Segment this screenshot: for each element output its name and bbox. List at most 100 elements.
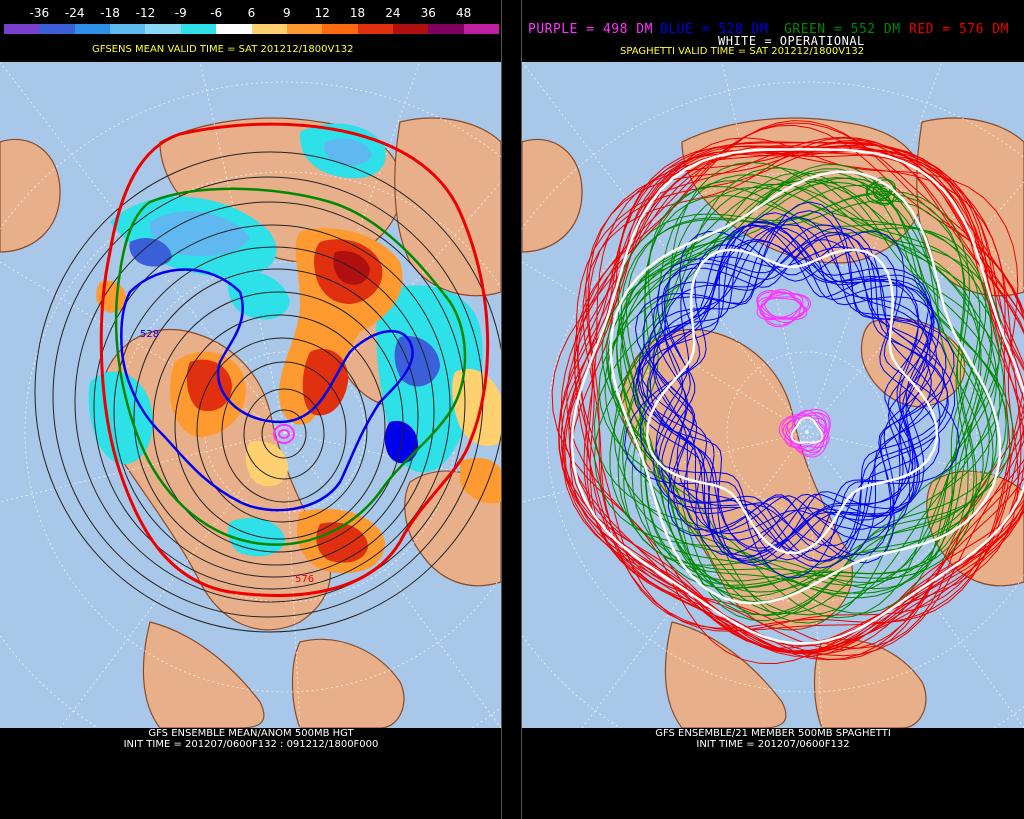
mean-footer-init-time: INIT TIME = 201207/0600F132 : 091212/180… bbox=[123, 739, 379, 750]
colorbar-tick-label: -36 bbox=[29, 6, 50, 20]
colorbar-labels: -36 -24 -18 -12 -9 -6 6 9 12 18 24 36 48 bbox=[4, 6, 499, 22]
colorbar-segment bbox=[145, 24, 181, 34]
contour-label-576: 576 bbox=[295, 574, 314, 585]
spaghetti-member-contour bbox=[759, 291, 806, 320]
colorbar-segment bbox=[4, 24, 40, 34]
colorbar-tick-label: -6 bbox=[210, 6, 223, 20]
spaghetti-member-contour bbox=[638, 212, 940, 555]
spaghetti-member-contour bbox=[866, 179, 896, 205]
spaghetti-member-contour bbox=[609, 174, 993, 599]
spaghetti-member-contour bbox=[875, 187, 888, 196]
spaghetti-footer-title: GFS ENSEMBLE/21 MEMBER 500MB SPAGHETTI bbox=[655, 728, 891, 739]
spaghetti-member-contour bbox=[632, 224, 933, 566]
legend-blue: BLUE = 528 DM bbox=[660, 22, 769, 37]
positive-anomalies bbox=[96, 228, 501, 574]
colorbar-segment bbox=[216, 24, 252, 34]
colorbar-segment bbox=[463, 24, 500, 34]
spaghetti-member-contour bbox=[790, 416, 824, 444]
legend-white: WHITE = OPERATIONAL bbox=[718, 34, 865, 48]
spaghetti-member-contour bbox=[588, 145, 1024, 651]
spaghetti-member-contour bbox=[569, 149, 1024, 654]
panel-divider bbox=[501, 0, 522, 819]
spaghetti-member-contour bbox=[639, 244, 940, 561]
spaghetti-member-contour bbox=[646, 238, 920, 552]
spaghetti-member-contour bbox=[785, 414, 826, 452]
spaghetti-member-contour bbox=[782, 412, 827, 454]
spaghetti-member-contour bbox=[636, 221, 935, 562]
spaghetti-member-contour bbox=[761, 296, 803, 320]
spaghetti-member-contour bbox=[601, 163, 1014, 622]
colorbar-tick-label: -12 bbox=[135, 6, 156, 20]
spaghetti-member-contour bbox=[648, 216, 938, 541]
spaghetti-member-contour bbox=[561, 144, 1024, 658]
mean-footer-title: GFS ENSEMBLE MEAN/ANOM 500MB HGT bbox=[148, 728, 354, 739]
spaghetti-member-contour bbox=[764, 297, 801, 318]
spaghetti-map bbox=[522, 62, 1024, 728]
spaghetti-member-contour bbox=[638, 220, 934, 560]
colorbar-tick-label: 6 bbox=[247, 6, 256, 20]
legend-red: RED = 576 DM bbox=[909, 22, 1009, 37]
colorbar-tick-label: 36 bbox=[420, 6, 436, 20]
spaghetti-member-contour bbox=[623, 186, 987, 590]
legend-purple: PURPLE = 498 DM bbox=[528, 22, 653, 37]
spaghetti-member-contour bbox=[784, 409, 830, 448]
spaghetti-member-contour bbox=[645, 248, 939, 555]
spaghetti-member-contour bbox=[756, 289, 811, 328]
anomaly-colorbar bbox=[4, 24, 500, 34]
red-576-contour bbox=[99, 122, 490, 597]
spaghetti-member-contour bbox=[570, 148, 1024, 645]
spaghetti-member-contour bbox=[615, 176, 998, 603]
spaghetti-member-contour bbox=[789, 415, 825, 445]
colorbar-segment bbox=[357, 24, 393, 34]
colorbar-segment bbox=[180, 24, 217, 34]
spaghetti-member-contour bbox=[778, 409, 831, 458]
spaghetti-panel: PURPLE = 498 DM BLUE = 528 DM GREEN = 55… bbox=[522, 0, 1024, 819]
colorbar-tick-label: 48 bbox=[456, 6, 472, 20]
spaghetti-member-contour bbox=[604, 180, 998, 616]
colorbar-tick-label: -24 bbox=[64, 6, 85, 20]
spaghetti-member-contour bbox=[660, 231, 948, 562]
colorbar-tick-label: 24 bbox=[385, 6, 401, 20]
colorbar-tick-label: -9 bbox=[174, 6, 187, 20]
spaghetti-member-contour bbox=[655, 246, 941, 553]
colorbar-tick-label: -18 bbox=[100, 6, 120, 20]
spaghetti-member-contour bbox=[607, 171, 1007, 617]
white-operational-contours bbox=[570, 148, 1024, 645]
spaghetti-member-contour bbox=[641, 225, 933, 557]
purple-498-contour bbox=[273, 424, 295, 444]
land-masses bbox=[522, 117, 1024, 728]
colorbar-tick-label: 18 bbox=[349, 6, 366, 20]
spaghetti-member-contour bbox=[624, 230, 961, 578]
colorbar-segment bbox=[392, 24, 429, 34]
spaghetti-member-contour bbox=[551, 137, 1019, 665]
mean-anomaly-map: 528 576 bbox=[0, 62, 501, 728]
purple-498-spaghetti bbox=[756, 289, 831, 458]
ensemble-mean-panel: -36 -24 -18 -12 -9 -6 6 9 12 18 24 36 48 GFSENS MEAN… bbox=[0, 0, 501, 819]
colorbar-tick-label: 12 bbox=[314, 6, 330, 20]
spaghetti-member-contour bbox=[616, 177, 994, 597]
spaghetti-member-contour bbox=[781, 412, 830, 456]
spaghetti-member-contour bbox=[786, 417, 828, 452]
green-552-contour bbox=[114, 187, 467, 546]
colorbar-segment bbox=[251, 24, 287, 34]
spaghetti-member-contour bbox=[634, 201, 955, 564]
legend-green: GREEN = 552 DM bbox=[784, 22, 901, 37]
mean-map-svg: 528 576 bbox=[0, 62, 501, 728]
spaghetti-member-contour bbox=[664, 239, 932, 547]
spaghetti-member-contour bbox=[558, 145, 1024, 654]
spaghetti-map-svg bbox=[522, 62, 1024, 728]
colorbar-segment bbox=[322, 24, 358, 34]
colorbar-segment bbox=[74, 24, 111, 34]
colorbar-segment bbox=[39, 24, 75, 34]
spaghetti-valid-time-title: SPAGHETTI VALID TIME = SAT 201212/1800V1… bbox=[620, 46, 865, 57]
spaghetti-member-contour bbox=[865, 179, 896, 206]
mean-valid-time-title: GFSENS MEAN VALID TIME = SAT 201212/1800… bbox=[92, 44, 354, 55]
contour-label-528: 528 bbox=[140, 329, 159, 340]
blue-528-contour bbox=[120, 268, 414, 512]
colorbar-segment bbox=[428, 24, 464, 34]
colorbar-segment bbox=[110, 24, 146, 34]
spaghetti-member-contour bbox=[609, 170, 1002, 605]
spaghetti-member-contour bbox=[560, 145, 1022, 652]
spaghetti-footer-init-time: INIT TIME = 201207/0600F132 bbox=[696, 739, 850, 750]
colorbar-tick-label: 9 bbox=[283, 6, 291, 20]
